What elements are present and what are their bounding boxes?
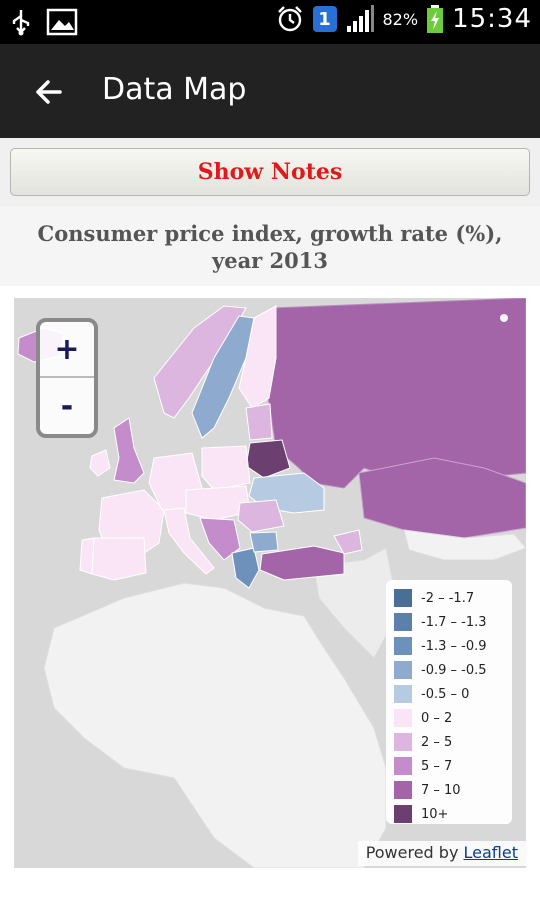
legend-swatch bbox=[394, 637, 412, 655]
legend-swatch bbox=[394, 733, 412, 751]
page-title: Data Map bbox=[102, 72, 247, 107]
legend-row: -1.7 – -1.3 bbox=[394, 610, 504, 634]
legend-row: 7 – 10 bbox=[394, 778, 504, 802]
legend-swatch bbox=[394, 709, 412, 727]
legend-row: 0 – 2 bbox=[394, 706, 504, 730]
legend-row: -0.5 – 0 bbox=[394, 682, 504, 706]
attribution-text: Powered by bbox=[365, 843, 464, 862]
kazakhstan-region bbox=[358, 457, 526, 539]
central-europe-region bbox=[185, 485, 251, 521]
legend-swatch bbox=[394, 805, 412, 823]
italy-region bbox=[163, 507, 215, 575]
battery-percent: 82% bbox=[382, 9, 419, 29]
legend-label: 10+ bbox=[421, 806, 449, 822]
notification-badge: 1 bbox=[312, 6, 337, 32]
legend-label: 5 – 7 bbox=[421, 758, 453, 774]
legend-swatch bbox=[394, 613, 412, 631]
legend-row: -1.3 – -0.9 bbox=[394, 634, 504, 658]
zoom-in-button[interactable]: + bbox=[40, 322, 94, 378]
legend-swatch bbox=[394, 757, 412, 775]
app-bar: Data Map bbox=[0, 44, 540, 138]
portugal-region bbox=[79, 537, 95, 575]
turkey-region bbox=[259, 545, 345, 581]
legend-row: -0.9 – -0.5 bbox=[394, 658, 504, 682]
legend-row: 2 – 5 bbox=[394, 730, 504, 754]
legend-label: -2 – -1.7 bbox=[421, 590, 475, 606]
legend-label: 2 – 5 bbox=[421, 734, 453, 750]
image-icon bbox=[46, 8, 78, 36]
legend-label: 0 – 2 bbox=[421, 710, 453, 726]
legend-label: -0.9 – -0.5 bbox=[421, 662, 487, 678]
legend-swatch bbox=[394, 781, 412, 799]
map-legend: -2 – -1.7 -1.7 – -1.3 -1.3 – -0.9 -0.9 – -0… bbox=[386, 580, 512, 824]
legend-row: -2 – -1.7 bbox=[394, 586, 504, 610]
spain-region bbox=[91, 537, 147, 581]
baltics-region bbox=[245, 403, 273, 441]
arrow-left-icon[interactable] bbox=[28, 70, 72, 114]
leaflet-link[interactable]: Leaflet bbox=[463, 843, 518, 862]
map-title-line-2: year 2013 bbox=[212, 248, 328, 273]
usb-icon bbox=[12, 10, 30, 36]
caucasus-region bbox=[333, 529, 363, 555]
uk-region bbox=[113, 417, 145, 484]
zoom-control: + - bbox=[36, 318, 98, 438]
legend-swatch bbox=[394, 661, 412, 679]
alarm-icon bbox=[277, 6, 302, 32]
battery-charging-icon bbox=[427, 5, 444, 33]
choropleth-map[interactable]: + - -2 – -1.7 -1.7 – -1.3 -1.3 – -0.9 -0.9 … bbox=[14, 298, 526, 868]
russia-region bbox=[263, 298, 526, 489]
legend-swatch bbox=[394, 685, 412, 703]
finland-region bbox=[238, 305, 277, 409]
zoom-out-button[interactable]: - bbox=[60, 388, 74, 424]
legend-label: 7 – 10 bbox=[421, 782, 461, 798]
map-attribution: Powered by Leaflet bbox=[357, 841, 526, 866]
legend-label: -0.5 – 0 bbox=[421, 686, 470, 702]
notes-bar: Show Notes bbox=[0, 138, 540, 206]
status-time: 15:34 bbox=[452, 4, 532, 34]
central-asia-region bbox=[403, 529, 526, 561]
legend-swatch bbox=[394, 589, 412, 607]
legend-label: -1.3 – -0.9 bbox=[421, 638, 487, 654]
map-title: Consumer price index, growth rate (%), y… bbox=[0, 206, 540, 286]
bulgaria-region bbox=[249, 531, 279, 553]
status-bar: 1 82% 15:34 bbox=[0, 0, 540, 44]
map-title-line-1: Consumer price index, growth rate (%), bbox=[37, 221, 503, 246]
ireland-region bbox=[89, 449, 111, 477]
romania-region bbox=[237, 499, 285, 533]
signal-icon bbox=[346, 5, 374, 32]
legend-row: 5 – 7 bbox=[394, 754, 504, 778]
poland-region bbox=[201, 445, 251, 491]
greece-region bbox=[231, 547, 260, 589]
show-notes-button[interactable]: Show Notes bbox=[10, 148, 530, 196]
legend-row: 10+ bbox=[394, 802, 504, 826]
legend-label: -1.7 – -1.3 bbox=[421, 614, 487, 630]
